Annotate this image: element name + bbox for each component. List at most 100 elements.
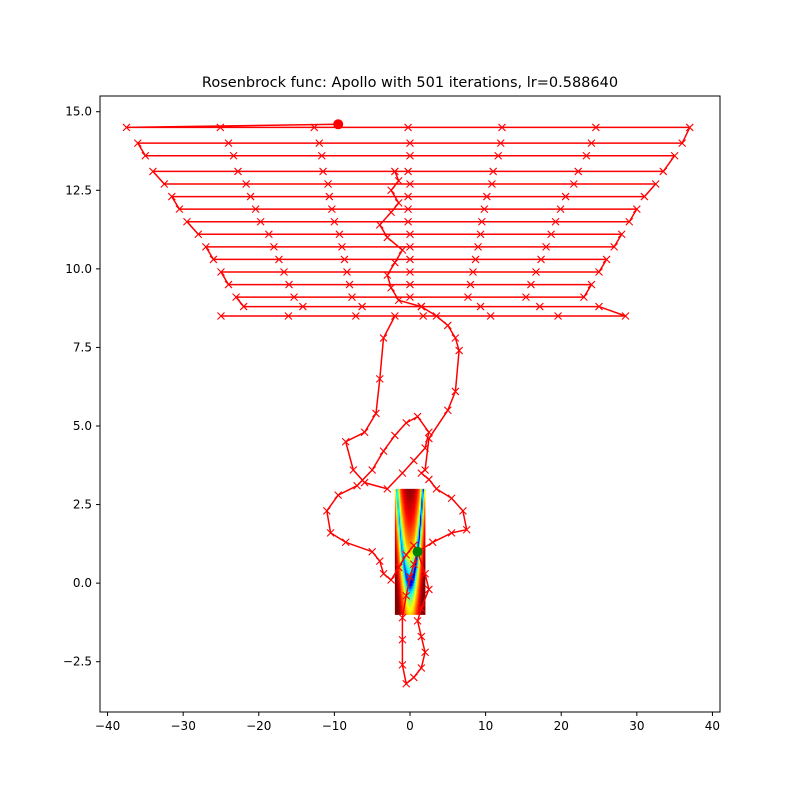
heatmap-cell [423, 536, 426, 539]
heatmap-cell [406, 507, 408, 511]
heatmap-cell [404, 509, 407, 513]
heatmap-cell [401, 611, 403, 615]
heatmap-cell [415, 611, 417, 615]
heatmap-cell [423, 488, 426, 492]
heatmap-cell [412, 522, 415, 526]
heatmap-cell [404, 530, 407, 534]
heatmap-cell [423, 507, 426, 511]
heatmap-cell [399, 543, 402, 547]
heatmap-cell [418, 575, 421, 579]
heatmap-cell [397, 554, 399, 558]
heatmap-cell [420, 509, 422, 513]
heatmap-cell [418, 580, 421, 584]
heatmap-cell [416, 596, 418, 600]
heatmap-cell [418, 517, 421, 521]
heatmap-cell [408, 501, 411, 505]
heatmap-cell [401, 541, 403, 545]
heatmap-cell [408, 528, 411, 532]
heatmap-cell [412, 520, 415, 524]
heatmap-cell [412, 588, 415, 592]
heatmap-cell [411, 588, 413, 592]
heatmap-cell [402, 546, 404, 550]
heatmap-cell [412, 536, 415, 539]
heatmap-cell [421, 554, 423, 558]
heatmap-cell [394, 601, 397, 605]
iterate-marker [476, 230, 485, 239]
heatmap-cell [396, 515, 398, 518]
heatmap-cell [418, 509, 421, 513]
heatmap-cell [422, 488, 425, 492]
heatmap-cell [397, 496, 399, 500]
heatmap-cell [407, 570, 410, 573]
heatmap-cell [398, 549, 401, 553]
heatmap-cell [416, 575, 418, 579]
iterate-marker [217, 268, 225, 276]
heatmap-cell [394, 609, 397, 613]
iterate-marker [498, 123, 506, 132]
heatmap-cell [402, 520, 404, 524]
heatmap-cell [398, 504, 401, 508]
heatmap-cell [415, 488, 417, 492]
iterate-marker [659, 167, 668, 176]
iterate-marker [406, 151, 414, 160]
heatmap-cell [422, 541, 425, 545]
heatmap-cell [403, 593, 406, 597]
iterate-marker [387, 576, 395, 584]
iterate-marker [183, 217, 191, 226]
heatmap-cell [417, 588, 420, 592]
heatmap-cell [420, 528, 422, 532]
heatmap-cell [411, 598, 413, 602]
heatmap-cell [407, 528, 410, 532]
heatmap-cell [404, 611, 407, 615]
heatmap-cell [402, 494, 404, 498]
heatmap-cell [408, 559, 411, 563]
heatmap-cell [415, 515, 417, 518]
heatmap-cell [413, 515, 416, 518]
heatmap-cell [410, 530, 412, 534]
heatmap-cell [413, 501, 416, 505]
heatmap-cell [396, 491, 398, 495]
heatmap-cell [396, 598, 398, 602]
heatmap-cell [411, 509, 413, 513]
heatmap-cell [407, 538, 410, 542]
heatmap-cell [398, 570, 401, 573]
heatmap-cell [420, 556, 422, 560]
heatmap-cell [408, 512, 411, 516]
heatmap-cell [403, 583, 406, 587]
iterate-marker [224, 139, 233, 148]
iterate-marker [421, 648, 430, 657]
heatmap-cell [408, 504, 411, 508]
heatmap-cell [402, 598, 404, 602]
heatmap-cell [421, 609, 423, 613]
iterate-marker [574, 167, 583, 176]
heatmap-cell [394, 522, 397, 526]
heatmap-cell [412, 575, 415, 579]
heatmap-cell [410, 593, 412, 597]
heatmap-cell [420, 585, 422, 589]
iterate-marker [417, 632, 426, 641]
heatmap-cell [401, 543, 403, 547]
heatmap-cell [422, 551, 425, 555]
heatmap-cell [423, 522, 426, 526]
heatmap-cell [404, 604, 407, 608]
iterate-marker [404, 123, 412, 132]
heatmap-cell [411, 591, 413, 594]
heatmap-cell [417, 517, 420, 521]
heatmap-cell [397, 609, 399, 613]
heatmap-cell [399, 596, 402, 600]
heatmap-cell [398, 556, 401, 560]
heatmap-cell [421, 570, 423, 573]
heatmap-cell [413, 580, 416, 584]
heatmap-cell [401, 525, 403, 529]
heatmap-cell [397, 588, 399, 592]
heatmap-cell [404, 533, 407, 537]
y-tick-label: 0.0 [73, 576, 92, 590]
heatmap-cell [416, 530, 418, 534]
heatmap-cell [396, 528, 398, 532]
heatmap-cell [398, 585, 401, 589]
heatmap-cell [402, 533, 404, 537]
heatmap-cell [396, 593, 398, 597]
heatmap-cell [415, 530, 417, 534]
y-axis: −2.5 0.0 2.5 5.0 7.5 10.0 12.5 15.0 [63, 105, 100, 669]
heatmap-cell [422, 556, 425, 560]
